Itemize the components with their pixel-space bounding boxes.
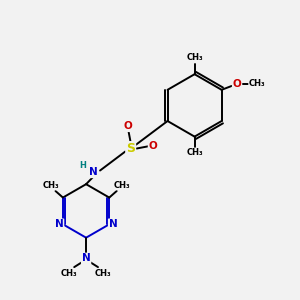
Text: CH₃: CH₃ (113, 181, 130, 190)
Text: N: N (89, 167, 98, 177)
Text: CH₃: CH₃ (186, 53, 203, 62)
Text: O: O (124, 121, 133, 131)
Text: CH₃: CH₃ (95, 269, 112, 278)
Text: N: N (55, 219, 63, 229)
Text: O: O (233, 79, 242, 89)
Text: O: O (148, 141, 157, 151)
Text: CH₃: CH₃ (249, 80, 266, 88)
Text: S: S (126, 142, 135, 155)
Text: H: H (79, 161, 86, 170)
Text: CH₃: CH₃ (61, 269, 77, 278)
Text: N: N (109, 219, 118, 229)
Text: CH₃: CH₃ (186, 148, 203, 158)
Text: CH₃: CH₃ (42, 181, 59, 190)
Text: N: N (82, 254, 91, 263)
